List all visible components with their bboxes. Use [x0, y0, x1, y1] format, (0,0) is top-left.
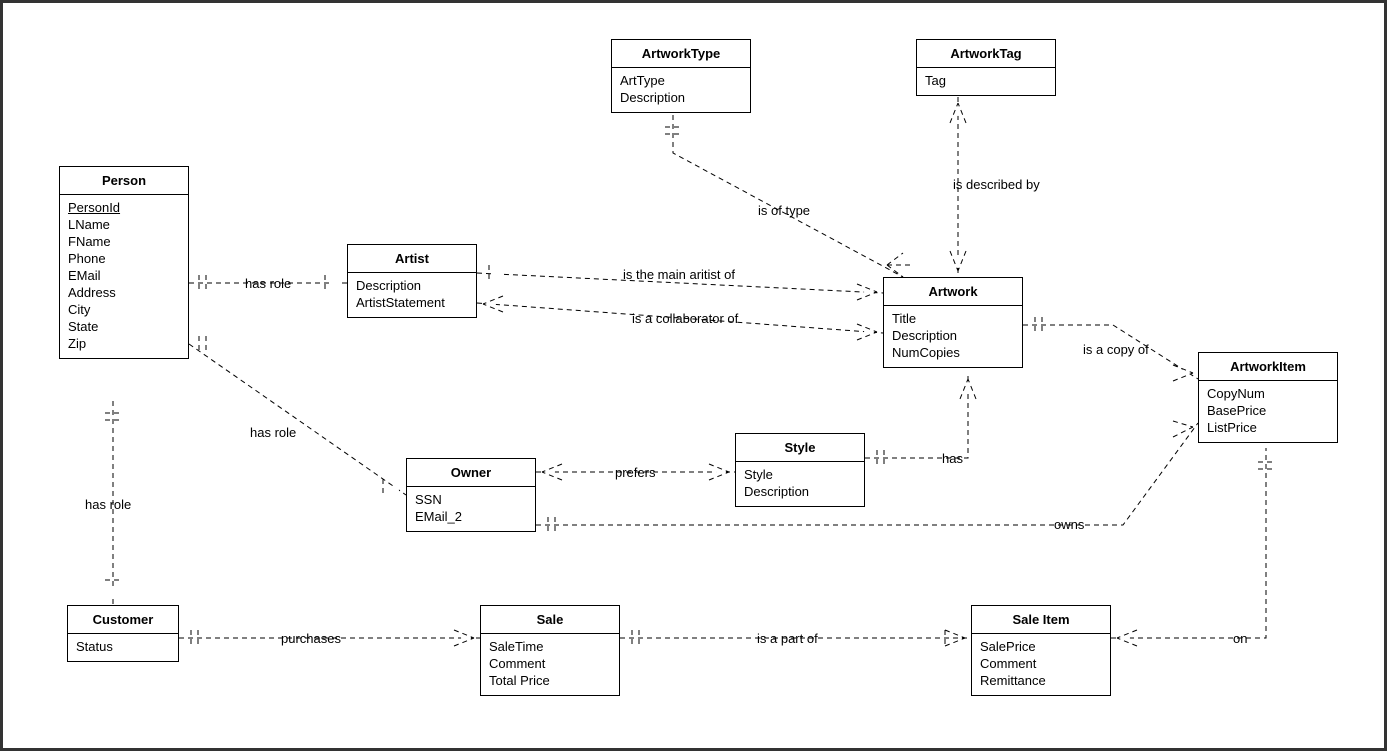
- attr: LName: [68, 216, 180, 233]
- attr: ArtType: [620, 72, 742, 89]
- entity-title: ArtworkTag: [917, 40, 1055, 68]
- entity-artwork-tag: ArtworkTag Tag: [916, 39, 1056, 96]
- attr: ListPrice: [1207, 419, 1329, 436]
- connectors-layer: [3, 3, 1387, 754]
- attr: CopyNum: [1207, 385, 1329, 402]
- attr: Style: [744, 466, 856, 483]
- entity-attrs: SalePrice Comment Remittance: [972, 634, 1110, 695]
- entity-customer: Customer Status: [67, 605, 179, 662]
- entity-attrs: Tag: [917, 68, 1055, 95]
- attr: Zip: [68, 335, 180, 352]
- attr: Total Price: [489, 672, 611, 689]
- entity-attrs: CopyNum BasePrice ListPrice: [1199, 381, 1337, 442]
- attr: Description: [892, 327, 1014, 344]
- entity-attrs: PersonId LName FName Phone EMail Address…: [60, 195, 188, 358]
- entity-title: Artist: [348, 245, 476, 273]
- entity-style: Style Style Description: [735, 433, 865, 507]
- entity-title: Person: [60, 167, 188, 195]
- attr: EMail_2: [415, 508, 527, 525]
- attr: SalePrice: [980, 638, 1102, 655]
- rel-label-is-of-type: is of type: [756, 203, 812, 218]
- rel-label-has-role-1: has role: [243, 276, 293, 291]
- rel-label-part-of: is a part of: [755, 631, 820, 646]
- entity-attrs: Description ArtistStatement: [348, 273, 476, 317]
- attr: Comment: [489, 655, 611, 672]
- attr: BasePrice: [1207, 402, 1329, 419]
- rel-label-owns: owns: [1052, 517, 1086, 532]
- attr: City: [68, 301, 180, 318]
- entity-artwork: Artwork Title Description NumCopies: [883, 277, 1023, 368]
- attr: PersonId: [68, 199, 180, 216]
- rel-label-is-copy-of: is a copy of: [1081, 342, 1151, 357]
- attr: ArtistStatement: [356, 294, 468, 311]
- entity-sale-item: Sale Item SalePrice Comment Remittance: [971, 605, 1111, 696]
- attr: Description: [744, 483, 856, 500]
- attr: SSN: [415, 491, 527, 508]
- attr: Address: [68, 284, 180, 301]
- entity-attrs: ArtType Description: [612, 68, 750, 112]
- entity-owner: Owner SSN EMail_2: [406, 458, 536, 532]
- entity-artist: Artist Description ArtistStatement: [347, 244, 477, 318]
- entity-sale: Sale SaleTime Comment Total Price: [480, 605, 620, 696]
- attr: FName: [68, 233, 180, 250]
- rel-label-on: on: [1231, 631, 1249, 646]
- entity-attrs: Status: [68, 634, 178, 661]
- entity-artwork-item: ArtworkItem CopyNum BasePrice ListPrice: [1198, 352, 1338, 443]
- entity-attrs: Title Description NumCopies: [884, 306, 1022, 367]
- attr: Remittance: [980, 672, 1102, 689]
- entity-attrs: Style Description: [736, 462, 864, 506]
- entity-title: Customer: [68, 606, 178, 634]
- attr: NumCopies: [892, 344, 1014, 361]
- rel-label-prefers: prefers: [613, 465, 657, 480]
- rel-label-has: has: [940, 451, 965, 466]
- attr: Description: [356, 277, 468, 294]
- entity-title: Style: [736, 434, 864, 462]
- entity-title: Sale: [481, 606, 619, 634]
- entity-title: Owner: [407, 459, 535, 487]
- attr: EMail: [68, 267, 180, 284]
- attr: Description: [620, 89, 742, 106]
- entity-attrs: SSN EMail_2: [407, 487, 535, 531]
- attr: Comment: [980, 655, 1102, 672]
- rel-label-purchases: purchases: [279, 631, 343, 646]
- rel-label-collaborator: is a collaborator of: [630, 311, 740, 326]
- rel-label-main-artist: is the main aritist of: [621, 267, 737, 282]
- attr: SaleTime: [489, 638, 611, 655]
- entity-title: ArtworkItem: [1199, 353, 1337, 381]
- entity-title: Sale Item: [972, 606, 1110, 634]
- entity-attrs: SaleTime Comment Total Price: [481, 634, 619, 695]
- entity-title: Artwork: [884, 278, 1022, 306]
- attr: Title: [892, 310, 1014, 327]
- rel-label-has-role-2: has role: [248, 425, 298, 440]
- entity-title: ArtworkType: [612, 40, 750, 68]
- rel-label-has-role-3: has role: [83, 497, 133, 512]
- attr: State: [68, 318, 180, 335]
- attr: Phone: [68, 250, 180, 267]
- entity-artwork-type: ArtworkType ArtType Description: [611, 39, 751, 113]
- attr: Tag: [925, 72, 1047, 89]
- entity-person: Person PersonId LName FName Phone EMail …: [59, 166, 189, 359]
- er-diagram-canvas: Person PersonId LName FName Phone EMail …: [0, 0, 1387, 751]
- rel-label-is-described-by: is described by: [951, 177, 1042, 192]
- attr: Status: [76, 638, 170, 655]
